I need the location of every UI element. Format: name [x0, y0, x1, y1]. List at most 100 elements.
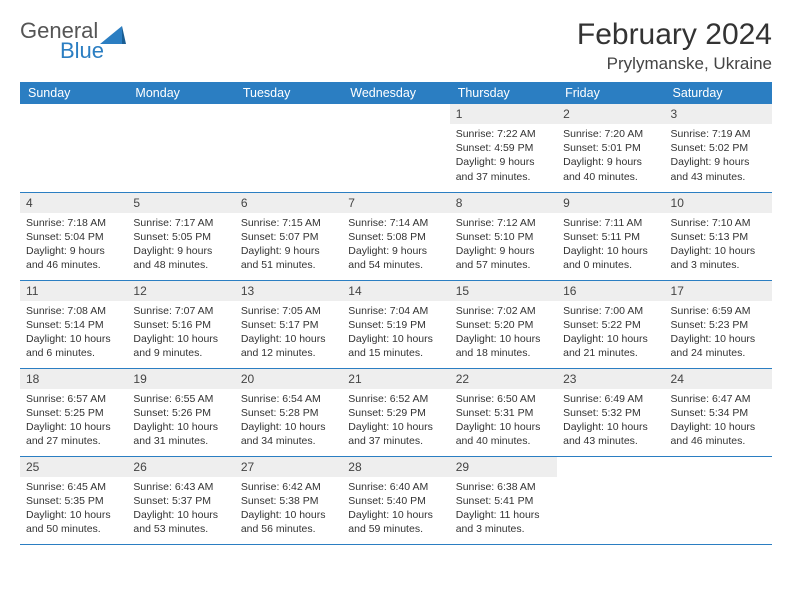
day-details: Sunrise: 7:20 AMSunset: 5:01 PMDaylight:… — [557, 124, 664, 189]
sunset-line: Sunset: 5:14 PM — [26, 318, 121, 332]
daylight-line: Daylight: 10 hours and 50 minutes. — [26, 508, 121, 536]
sunrise-line: Sunrise: 7:00 AM — [563, 304, 658, 318]
calendar-table: SundayMondayTuesdayWednesdayThursdayFrid… — [20, 82, 772, 545]
day-details: Sunrise: 7:19 AMSunset: 5:02 PMDaylight:… — [665, 124, 772, 189]
sunrise-line: Sunrise: 7:07 AM — [133, 304, 228, 318]
calendar-body: ....1Sunrise: 7:22 AMSunset: 4:59 PMDayl… — [20, 104, 772, 544]
sunrise-line: Sunrise: 7:11 AM — [563, 216, 658, 230]
calendar-day-cell: 4Sunrise: 7:18 AMSunset: 5:04 PMDaylight… — [20, 192, 127, 280]
sunrise-line: Sunrise: 7:08 AM — [26, 304, 121, 318]
day-details: Sunrise: 6:57 AMSunset: 5:25 PMDaylight:… — [20, 389, 127, 454]
day-details: Sunrise: 7:12 AMSunset: 5:10 PMDaylight:… — [450, 213, 557, 278]
day-details: Sunrise: 6:52 AMSunset: 5:29 PMDaylight:… — [342, 389, 449, 454]
sunset-line: Sunset: 5:04 PM — [26, 230, 121, 244]
day-number: 12 — [127, 281, 234, 301]
day-number: 4 — [20, 193, 127, 213]
calendar-day-cell: 27Sunrise: 6:42 AMSunset: 5:38 PMDayligh… — [235, 456, 342, 544]
calendar-day-cell: 11Sunrise: 7:08 AMSunset: 5:14 PMDayligh… — [20, 280, 127, 368]
weekday-header: Tuesday — [235, 82, 342, 104]
sunset-line: Sunset: 5:22 PM — [563, 318, 658, 332]
day-details: Sunrise: 7:14 AMSunset: 5:08 PMDaylight:… — [342, 213, 449, 278]
daylight-line: Daylight: 10 hours and 21 minutes. — [563, 332, 658, 360]
weekday-header: Friday — [557, 82, 664, 104]
page-header: General Blue February 2024 Prylymanske, … — [20, 18, 772, 74]
sunrise-line: Sunrise: 7:10 AM — [671, 216, 766, 230]
day-details: Sunrise: 7:00 AMSunset: 5:22 PMDaylight:… — [557, 301, 664, 366]
day-details: Sunrise: 7:10 AMSunset: 5:13 PMDaylight:… — [665, 213, 772, 278]
calendar-empty-cell: . — [20, 104, 127, 192]
calendar-empty-cell: . — [557, 456, 664, 544]
day-details: Sunrise: 6:47 AMSunset: 5:34 PMDaylight:… — [665, 389, 772, 454]
sunset-line: Sunset: 5:37 PM — [133, 494, 228, 508]
sunrise-line: Sunrise: 6:43 AM — [133, 480, 228, 494]
calendar-week-row: ....1Sunrise: 7:22 AMSunset: 4:59 PMDayl… — [20, 104, 772, 192]
sunset-line: Sunset: 5:23 PM — [671, 318, 766, 332]
day-details: Sunrise: 6:43 AMSunset: 5:37 PMDaylight:… — [127, 477, 234, 542]
day-number: 5 — [127, 193, 234, 213]
daylight-line: Daylight: 9 hours and 57 minutes. — [456, 244, 551, 272]
daylight-line: Daylight: 10 hours and 24 minutes. — [671, 332, 766, 360]
sunrise-line: Sunrise: 7:05 AM — [241, 304, 336, 318]
sunset-line: Sunset: 5:08 PM — [348, 230, 443, 244]
sunset-line: Sunset: 5:41 PM — [456, 494, 551, 508]
day-details: Sunrise: 7:17 AMSunset: 5:05 PMDaylight:… — [127, 213, 234, 278]
sunset-line: Sunset: 5:35 PM — [26, 494, 121, 508]
calendar-day-cell: 15Sunrise: 7:02 AMSunset: 5:20 PMDayligh… — [450, 280, 557, 368]
day-details: Sunrise: 7:07 AMSunset: 5:16 PMDaylight:… — [127, 301, 234, 366]
calendar-day-cell: 20Sunrise: 6:54 AMSunset: 5:28 PMDayligh… — [235, 368, 342, 456]
daylight-line: Daylight: 10 hours and 56 minutes. — [241, 508, 336, 536]
calendar-day-cell: 28Sunrise: 6:40 AMSunset: 5:40 PMDayligh… — [342, 456, 449, 544]
daylight-line: Daylight: 9 hours and 48 minutes. — [133, 244, 228, 272]
calendar-week-row: 4Sunrise: 7:18 AMSunset: 5:04 PMDaylight… — [20, 192, 772, 280]
sunrise-line: Sunrise: 6:57 AM — [26, 392, 121, 406]
sunset-line: Sunset: 5:32 PM — [563, 406, 658, 420]
sunset-line: Sunset: 5:10 PM — [456, 230, 551, 244]
sunrise-line: Sunrise: 6:52 AM — [348, 392, 443, 406]
sunset-line: Sunset: 5:02 PM — [671, 141, 766, 155]
calendar-day-cell: 1Sunrise: 7:22 AMSunset: 4:59 PMDaylight… — [450, 104, 557, 192]
daylight-line: Daylight: 10 hours and 15 minutes. — [348, 332, 443, 360]
sunrise-line: Sunrise: 7:22 AM — [456, 127, 551, 141]
weekday-header: Monday — [127, 82, 234, 104]
sail-icon — [100, 24, 126, 44]
day-details: Sunrise: 6:40 AMSunset: 5:40 PMDaylight:… — [342, 477, 449, 542]
day-details: Sunrise: 6:59 AMSunset: 5:23 PMDaylight:… — [665, 301, 772, 366]
day-number: 8 — [450, 193, 557, 213]
calendar-day-cell: 19Sunrise: 6:55 AMSunset: 5:26 PMDayligh… — [127, 368, 234, 456]
calendar-day-cell: 5Sunrise: 7:17 AMSunset: 5:05 PMDaylight… — [127, 192, 234, 280]
sunset-line: Sunset: 5:16 PM — [133, 318, 228, 332]
calendar-day-cell: 8Sunrise: 7:12 AMSunset: 5:10 PMDaylight… — [450, 192, 557, 280]
calendar-day-cell: 16Sunrise: 7:00 AMSunset: 5:22 PMDayligh… — [557, 280, 664, 368]
calendar-empty-cell: . — [127, 104, 234, 192]
sunset-line: Sunset: 5:25 PM — [26, 406, 121, 420]
day-number: 20 — [235, 369, 342, 389]
sunrise-line: Sunrise: 7:19 AM — [671, 127, 766, 141]
calendar-day-cell: 25Sunrise: 6:45 AMSunset: 5:35 PMDayligh… — [20, 456, 127, 544]
daylight-line: Daylight: 10 hours and 43 minutes. — [563, 420, 658, 448]
sunrise-line: Sunrise: 6:49 AM — [563, 392, 658, 406]
day-number: 22 — [450, 369, 557, 389]
daylight-line: Daylight: 10 hours and 59 minutes. — [348, 508, 443, 536]
calendar-day-cell: 21Sunrise: 6:52 AMSunset: 5:29 PMDayligh… — [342, 368, 449, 456]
sunset-line: Sunset: 5:11 PM — [563, 230, 658, 244]
sunrise-line: Sunrise: 6:50 AM — [456, 392, 551, 406]
daylight-line: Daylight: 10 hours and 46 minutes. — [671, 420, 766, 448]
sunrise-line: Sunrise: 6:38 AM — [456, 480, 551, 494]
day-details: Sunrise: 6:55 AMSunset: 5:26 PMDaylight:… — [127, 389, 234, 454]
sunrise-line: Sunrise: 6:59 AM — [671, 304, 766, 318]
weekday-header: Wednesday — [342, 82, 449, 104]
daylight-line: Daylight: 9 hours and 54 minutes. — [348, 244, 443, 272]
sunset-line: Sunset: 5:28 PM — [241, 406, 336, 420]
day-number: 10 — [665, 193, 772, 213]
daylight-line: Daylight: 10 hours and 53 minutes. — [133, 508, 228, 536]
calendar-empty-cell: . — [342, 104, 449, 192]
calendar-day-cell: 24Sunrise: 6:47 AMSunset: 5:34 PMDayligh… — [665, 368, 772, 456]
calendar-day-cell: 6Sunrise: 7:15 AMSunset: 5:07 PMDaylight… — [235, 192, 342, 280]
sunrise-line: Sunrise: 7:04 AM — [348, 304, 443, 318]
sunrise-line: Sunrise: 6:54 AM — [241, 392, 336, 406]
day-details: Sunrise: 7:18 AMSunset: 5:04 PMDaylight:… — [20, 213, 127, 278]
daylight-line: Daylight: 10 hours and 0 minutes. — [563, 244, 658, 272]
daylight-line: Daylight: 9 hours and 40 minutes. — [563, 155, 658, 183]
weekday-header: Sunday — [20, 82, 127, 104]
sunrise-line: Sunrise: 7:17 AM — [133, 216, 228, 230]
